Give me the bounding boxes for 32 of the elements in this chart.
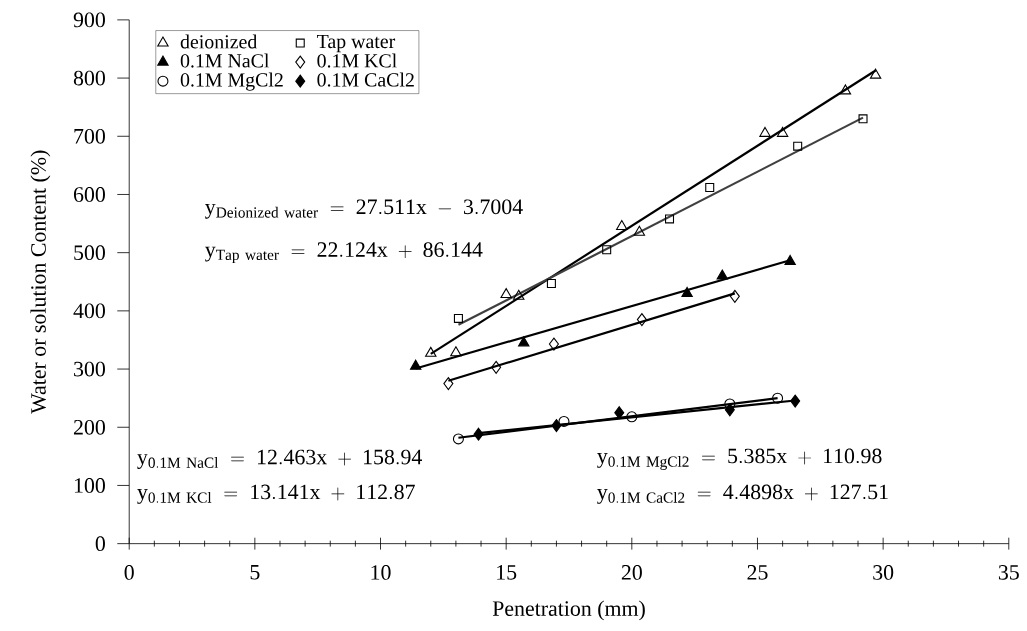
annotation: $\mathrm{y_{0.1M\ CaCl2}\ =\ 4.4898x\ +\ 127.51}$ <box>597 484 888 504</box>
legend-label: Tap water <box>316 34 396 53</box>
legend-label: 0.1M CaCl2 <box>317 72 414 87</box>
y-tick-label: 600 <box>73 187 105 202</box>
y-tick-label: 300 <box>74 361 105 377</box>
annotation: $\mathrm{y_{Tap\ water}\ =\ 22.124x\ +\ 86.144}$ <box>205 242 483 264</box>
x-tick-label: 0 <box>124 565 134 580</box>
y-tick-label: 900 <box>73 12 105 28</box>
legend-label: 0.1M KCl <box>317 53 397 68</box>
annotation: $\mathrm{y_{0.1M\ NaCl}\ =\ 12.463x\ +\ 158.94}$ <box>137 449 422 469</box>
y-tick-label: 0 <box>95 536 105 551</box>
legend-label: 0.1M NaCl <box>180 53 270 68</box>
annotation: $\mathrm{y_{0.1M\ KCl}\ =\ 13.141x\ +\ 112.87}$ <box>137 484 415 504</box>
y-tick-label: 500 <box>74 245 105 260</box>
legend-label: 0.1M MgCl2 <box>180 72 283 91</box>
x-tick-label: 25 <box>747 565 768 580</box>
y-axis-title: Water or solution Content (%) <box>30 150 51 414</box>
y-tick-label: 700 <box>74 128 105 144</box>
y-tick-label: 200 <box>73 419 105 435</box>
x-tick-label: 35 <box>998 565 1019 580</box>
y-tick-label: 100 <box>74 478 105 493</box>
x-tick-label: 15 <box>497 564 517 580</box>
y-tick-label: 400 <box>73 303 105 319</box>
x-tick-label: 10 <box>371 565 391 580</box>
x-axis-title: Penetration (mm) <box>492 600 645 621</box>
annotation: $\mathrm{y_{Deionized\ water}\ =\ 27.511x\ -\ 3.7004}$ <box>205 199 523 219</box>
x-tick-label: 30 <box>873 565 894 580</box>
legend-label: deionized <box>180 34 258 49</box>
annotation: $\mathrm{y_{0.1M\ MgCl2}\ =\ 5.385x\ +\ 110.98}$ <box>597 448 882 470</box>
y-tick-label: 800 <box>73 70 105 86</box>
x-tick-label: 5 <box>250 565 260 580</box>
x-tick-label: 20 <box>621 565 642 580</box>
